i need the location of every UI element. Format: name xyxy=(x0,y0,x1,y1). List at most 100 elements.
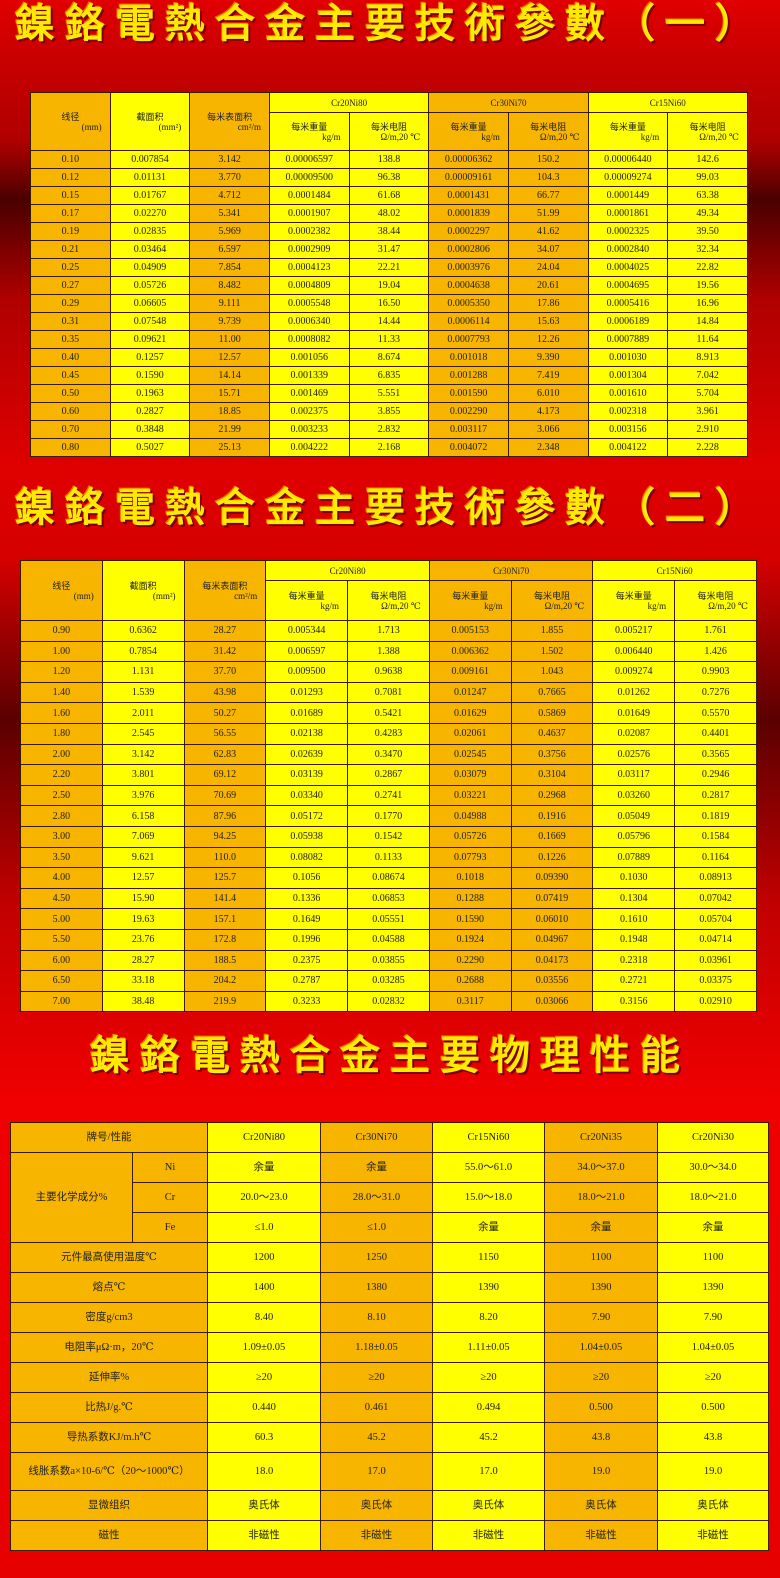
table-cell: 15.0～18.0 xyxy=(432,1182,546,1213)
table-cell: 0.01629 xyxy=(428,702,512,724)
table-cell: 0.19 xyxy=(30,222,111,241)
table-cell: 0.1770 xyxy=(347,805,430,827)
table-cell: 0.0006189 xyxy=(587,312,669,331)
table-cell: 0.00006597 xyxy=(268,150,350,169)
table-cell: 2.80 xyxy=(20,805,103,827)
table-cell: 0.25 xyxy=(30,258,111,277)
table-cell: 0.3848 xyxy=(109,420,191,439)
table-cell: 0.03340 xyxy=(265,784,349,807)
table-cell: 0.9903 xyxy=(674,661,757,683)
table-cell: 5.50 xyxy=(20,928,103,951)
property-label: 熔点℃ xyxy=(9,1272,209,1303)
header-label: 每米重量 xyxy=(288,590,325,601)
table-cell: 11.00 xyxy=(189,330,270,349)
header-unit: Ω/m,20 ℃ xyxy=(708,600,748,611)
header-label: 每米表面积 xyxy=(207,111,253,122)
header-unit: kg/m xyxy=(320,600,340,611)
table-row: 0.12 0.01131 3.770 0.00009500 96.38 0.0000916… xyxy=(30,168,748,187)
table-cell: 非磁性 xyxy=(320,1520,434,1551)
table-cell: 0.05726 xyxy=(109,276,191,295)
table-cell: 0.04714 xyxy=(674,928,757,951)
header-surface: 每米表面积 cm²/m xyxy=(183,560,267,621)
table-cell: 56.55 xyxy=(183,722,267,745)
table-cell: 0.07889 xyxy=(592,846,676,869)
table-cell: 0.0002909 xyxy=(268,240,350,259)
header-alloy: Cr15Ni60 xyxy=(587,92,749,113)
table-cell: 0.003156 xyxy=(587,420,669,439)
header-weight: 每米重量 kg/m xyxy=(428,112,509,151)
table-row: 0.35 0.09621 11.00 0.0008082 11.33 0.0007793 1… xyxy=(30,330,748,349)
table-cell: 0.5027 xyxy=(109,438,191,457)
table-cell: 7.854 xyxy=(189,258,270,277)
table-cell: 1150 xyxy=(432,1242,546,1273)
table-cell: 1.80 xyxy=(20,722,103,745)
header-unit: cm²/m xyxy=(234,590,258,601)
table-cell: 0.006440 xyxy=(592,640,676,663)
table-cell: 0.5869 xyxy=(510,702,594,724)
table-cell: 0.1590 xyxy=(109,366,191,385)
header-alloy: Cr30Ni70 xyxy=(428,92,589,113)
table-cell: 0.2867 xyxy=(347,764,430,786)
table-cell: 48.02 xyxy=(348,204,430,223)
table-cell: 0.1996 xyxy=(265,928,349,951)
table-cell: 8.913 xyxy=(667,348,748,367)
table-cell: 0.0006114 xyxy=(428,312,509,331)
table-cell: 0.06853 xyxy=(347,887,430,910)
table-cell: 3.801 xyxy=(101,764,185,786)
table-cell: 0.80 xyxy=(30,438,111,457)
element-label: Ni xyxy=(131,1152,209,1183)
table-cell: 0.0002806 xyxy=(428,240,509,259)
table-cell: 0.05551 xyxy=(347,908,430,930)
table-cell: 7.419 xyxy=(507,366,589,385)
table-cell: 0.1542 xyxy=(347,825,430,848)
table-row: 0.27 0.05726 8.482 0.0004809 19.04 0.0004638 2… xyxy=(30,276,748,295)
table-cell: 9.111 xyxy=(189,294,270,313)
table-cell: 1380 xyxy=(320,1272,434,1303)
header-unit: Ω/m,20 ℃ xyxy=(381,600,421,611)
table-cell: 87.96 xyxy=(183,805,267,827)
table-cell: 1.539 xyxy=(101,681,185,704)
table-cell: 45.2 xyxy=(320,1422,434,1453)
table-cell: 0.500 xyxy=(544,1392,659,1423)
table-cell: 0.31 xyxy=(30,312,111,331)
table-cell: 0.05704 xyxy=(674,908,757,930)
table-cell: 0.04588 xyxy=(347,928,430,951)
title-specs-1: 鎳鉻電熱合金主要技術參數（一） xyxy=(15,1,765,46)
table-cell: 0.003233 xyxy=(268,420,350,439)
header-corner: 牌号/性能 xyxy=(9,1122,209,1153)
table-row: 2.20 3.801 69.12 0.03139 0.2867 0.03079 0.3104… xyxy=(20,764,757,786)
table-cell: 9.621 xyxy=(101,846,185,869)
table-cell: 0.02138 xyxy=(265,722,349,745)
header-weight: 每米重量 kg/m xyxy=(592,580,676,621)
table-cell: 3.961 xyxy=(667,402,748,421)
wire-spec-table-1: 线径 (mm) 截面积 (mm²) 每米表面积 cm²/m Cr20Ni80 Cr30Ni70… xyxy=(30,92,749,457)
table-cell: 31.47 xyxy=(348,240,430,259)
table-cell: 0.001339 xyxy=(268,366,350,385)
table-cell: 4.00 xyxy=(20,867,103,889)
header-label: 每米电阻 xyxy=(697,590,734,601)
table-cell: 1.388 xyxy=(347,640,430,663)
table-cell: 50.27 xyxy=(183,702,267,724)
table-row: 3.50 9.621 110.0 0.08082 0.1133 0.07793 0.1226… xyxy=(20,846,757,869)
header-resistance: 每米电阻 Ω/m,20 ℃ xyxy=(348,112,430,151)
table-cell: 1250 xyxy=(320,1242,434,1273)
table-cell: 43.98 xyxy=(183,681,267,704)
table-cell: 1.426 xyxy=(674,640,757,663)
header-diameter: 线径 (mm) xyxy=(30,92,111,151)
table-cell: 0.1030 xyxy=(592,867,676,889)
table-cell: 0.05796 xyxy=(592,825,676,848)
table-cell: 55.0～61.0 xyxy=(432,1152,546,1183)
table-cell: 6.597 xyxy=(189,240,270,259)
table-cell: 15.63 xyxy=(507,312,589,331)
table-cell: 0.03066 xyxy=(510,990,594,1013)
table-cell: 1.11±0.05 xyxy=(432,1332,546,1363)
table-cell: 余量 xyxy=(432,1212,546,1243)
table-cell: ≤1.0 xyxy=(207,1212,322,1243)
table-cell: 0.1164 xyxy=(674,846,757,869)
table-cell: 0.01293 xyxy=(265,681,349,704)
table-cell: 1.131 xyxy=(101,661,185,683)
table-cell: 0.009274 xyxy=(592,661,676,683)
table-row: 7.00 38.48 219.9 0.3233 0.02832 0.3117 0.03066… xyxy=(20,990,757,1013)
table-row: 4.00 12.57 125.7 0.1056 0.08674 0.1018 0.09390… xyxy=(20,867,757,889)
table-cell: 0.004222 xyxy=(268,438,350,457)
